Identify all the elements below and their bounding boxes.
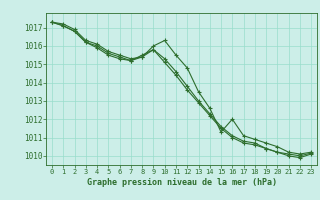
X-axis label: Graphe pression niveau de la mer (hPa): Graphe pression niveau de la mer (hPa)	[87, 178, 276, 187]
